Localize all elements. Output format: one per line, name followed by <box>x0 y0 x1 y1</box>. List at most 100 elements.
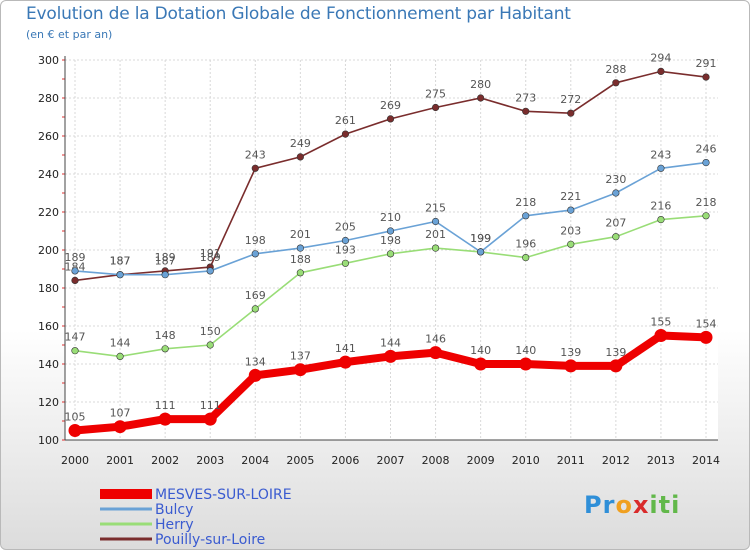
legend-item: Pouilly-sur-Loire <box>100 532 265 548</box>
legend-swatch <box>100 507 152 511</box>
data-label: 275 <box>425 88 446 101</box>
data-point <box>567 109 575 117</box>
data-point <box>522 254 530 262</box>
data-point <box>71 267 79 275</box>
data-point <box>341 259 350 267</box>
data-label: 148 <box>155 329 176 342</box>
y-tick-label: 260 <box>38 130 59 143</box>
proxiti-logo: Proxiti <box>584 491 680 519</box>
x-tick-label: 2013 <box>647 454 675 467</box>
legend-item: Bulcy <box>100 502 193 518</box>
data-label: 141 <box>335 342 356 355</box>
data-point <box>296 244 304 252</box>
x-tick-label: 2014 <box>692 454 720 467</box>
data-point <box>431 217 440 226</box>
legend-label: Pouilly-sur-Loire <box>155 532 265 548</box>
data-point <box>477 94 485 102</box>
data-label: 139 <box>605 346 626 359</box>
data-point <box>68 424 82 437</box>
data-point <box>702 159 710 167</box>
data-point <box>338 355 352 369</box>
data-label: 249 <box>290 137 311 150</box>
chart-title: Evolution de la Dotation Globale de Fonc… <box>26 4 571 24</box>
data-point <box>431 244 440 252</box>
data-label: 261 <box>335 114 356 127</box>
data-point <box>206 267 214 275</box>
data-point <box>657 164 665 172</box>
data-point <box>248 368 262 382</box>
data-point <box>567 240 575 248</box>
data-point <box>519 357 533 371</box>
data-label: 273 <box>515 91 536 104</box>
data-point <box>71 276 79 285</box>
data-label: 155 <box>650 316 671 329</box>
data-point <box>477 248 485 256</box>
data-point <box>386 227 395 235</box>
data-label: 147 <box>65 331 86 344</box>
x-tick-label: 2012 <box>602 454 630 467</box>
legend-item: MESVES-SUR-LOIRE <box>100 487 292 503</box>
data-label: 198 <box>245 234 266 247</box>
data-point <box>384 349 397 363</box>
data-point <box>113 420 127 434</box>
y-tick-label: 300 <box>38 54 59 67</box>
data-label: 207 <box>605 217 626 230</box>
data-label: 216 <box>650 200 671 213</box>
data-point <box>161 271 169 279</box>
y-tick-label: 240 <box>38 168 59 181</box>
data-label: 269 <box>380 99 401 112</box>
data-point <box>702 73 710 81</box>
data-label: 184 <box>65 260 86 273</box>
data-label: 191 <box>200 247 221 260</box>
data-point <box>612 233 620 241</box>
data-label: 169 <box>245 289 266 302</box>
data-point <box>386 115 395 123</box>
logo-part-2: o <box>615 491 633 519</box>
legend-label: Bulcy <box>155 502 193 518</box>
data-point <box>161 345 169 353</box>
data-point <box>341 130 350 138</box>
data-label: 111 <box>155 399 176 412</box>
data-label: 210 <box>380 211 401 224</box>
data-label: 201 <box>425 228 446 241</box>
data-label: 134 <box>245 355 266 368</box>
x-tick-label: 2008 <box>422 454 450 467</box>
x-tick-label: 2005 <box>286 454 314 467</box>
data-point <box>657 216 665 224</box>
data-label: 272 <box>560 93 581 106</box>
data-label: 215 <box>425 202 446 215</box>
data-label: 243 <box>245 148 266 161</box>
series-mesves-sur-loire: 105 107 111 111 134 137 141 144 146 140 140 139 139 1… <box>65 316 717 437</box>
series-herry: 147 144 148 150 169 188 193 198 201 199 196 203 207 2… <box>65 196 717 361</box>
x-tick-label: 2010 <box>512 454 540 467</box>
data-label: 218 <box>515 196 536 209</box>
data-label: 294 <box>650 51 671 64</box>
logo-part-1: Pr <box>584 491 616 519</box>
x-tick-label: 2001 <box>106 454 134 467</box>
data-label: 243 <box>650 148 671 161</box>
data-label: 193 <box>335 243 356 256</box>
legend-label: MESVES-SUR-LOIRE <box>155 487 292 503</box>
data-label: 199 <box>470 232 491 245</box>
x-tick-label: 2000 <box>61 454 89 467</box>
data-label: 198 <box>380 234 401 247</box>
data-label: 280 <box>470 78 491 91</box>
y-tick-label: 160 <box>38 320 59 333</box>
data-label: 154 <box>696 317 717 330</box>
data-label: 144 <box>110 336 131 349</box>
data-label: 199 <box>470 232 491 245</box>
logo-part-4: iti <box>649 491 681 519</box>
data-label: 144 <box>380 336 401 349</box>
data-label: 187 <box>155 255 176 268</box>
data-point <box>251 164 259 172</box>
data-label: 189 <box>155 251 176 264</box>
data-point <box>206 341 214 349</box>
data-label: 140 <box>470 344 491 357</box>
x-tick-label: 2007 <box>377 454 405 467</box>
data-point <box>251 305 259 313</box>
data-label: 111 <box>200 399 221 412</box>
data-label: 196 <box>515 238 536 251</box>
data-label: 246 <box>696 143 717 156</box>
data-point <box>429 346 443 360</box>
